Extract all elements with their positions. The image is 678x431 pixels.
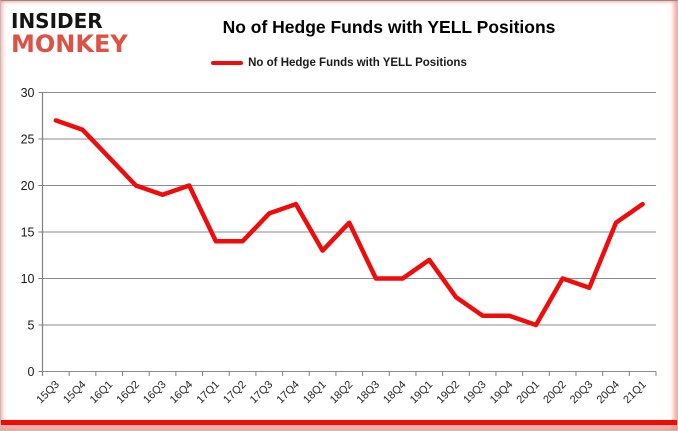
x-axis-label: 17Q4 (275, 379, 303, 407)
y-axis-label: 10 (21, 272, 35, 286)
x-axis-label: 15Q4 (61, 379, 89, 407)
x-axis-label: 16Q2 (114, 379, 142, 407)
y-axis-label: 15 (21, 226, 35, 240)
series-line (53, 118, 645, 328)
y-axis-label: 0 (28, 365, 35, 379)
x-axis-label: 17Q1 (194, 379, 222, 407)
y-axis-label: 5 (28, 319, 35, 333)
x-axis-label: 15Q3 (34, 379, 62, 407)
insider-monkey-logo: INSIDER MONKEY (11, 11, 128, 56)
y-axis-label: 25 (21, 133, 35, 147)
x-axis-label: 19Q1 (408, 379, 436, 407)
x-axis-label: 16Q1 (88, 379, 116, 407)
bottom-accent-bar (1, 420, 677, 425)
x-axis-label: 18Q1 (301, 379, 329, 407)
x-axis-label: 16Q3 (141, 379, 169, 407)
x-axis-label: 17Q3 (248, 379, 276, 407)
chart-title: No of Hedge Funds with YELL Positions (222, 17, 556, 37)
logo-line1: INSIDER (11, 9, 103, 33)
chart-legend: No of Hedge Funds with YELL Positions (1, 57, 677, 69)
x-axis-label: 18Q2 (328, 379, 356, 407)
x-axis-label: 19Q4 (488, 379, 516, 407)
logo-line2: MONKEY (11, 30, 128, 58)
legend-line-marker (211, 61, 244, 65)
x-axis-label: 16Q4 (168, 379, 196, 407)
x-axis-label: 20Q2 (541, 379, 569, 407)
y-axis-label: 30 (21, 86, 35, 100)
legend-label: No of Hedge Funds with YELL Positions (248, 57, 467, 69)
x-axis-label: 18Q4 (381, 379, 409, 407)
x-axis-label: 19Q2 (435, 379, 463, 407)
x-axis-label: 17Q2 (221, 379, 249, 407)
x-axis-label: 20Q3 (568, 379, 596, 407)
x-axis-label: 20Q4 (595, 379, 623, 407)
x-axis-label: 18Q3 (355, 379, 383, 407)
y-axis-label: 20 (21, 179, 35, 193)
x-axis-label: 21Q1 (621, 379, 649, 407)
x-axis-label: 19Q3 (461, 379, 489, 407)
x-axis-label: 20Q1 (515, 379, 543, 407)
